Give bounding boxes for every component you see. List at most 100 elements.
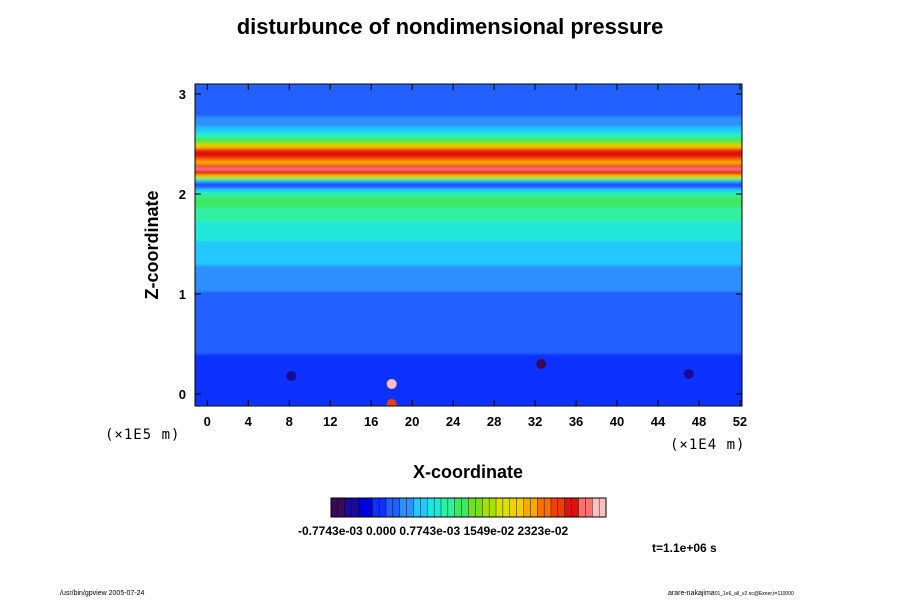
heatmap-band (195, 117, 742, 121)
heatmap-band (195, 136, 742, 139)
x-tick-label: 36 (569, 414, 583, 429)
heatmap-band (195, 319, 742, 322)
heatmap-band (195, 385, 742, 389)
heatmap-band (195, 158, 742, 161)
heatmap-band (195, 236, 742, 240)
heatmap-band (195, 329, 742, 332)
colorbar-swatch (495, 497, 504, 518)
heatmap-band (195, 345, 742, 348)
x-tick-label: 24 (446, 414, 461, 429)
heatmap-band (195, 107, 742, 111)
x-tick-label: 4 (245, 414, 253, 429)
heatmap-band (195, 397, 742, 401)
footer-author: arare-nakajima (668, 590, 715, 597)
heatmap-band (195, 276, 742, 280)
heatmap-band (195, 383, 742, 387)
heatmap-band (195, 206, 742, 210)
colorbar-swatch (372, 497, 380, 518)
heatmap-band (195, 232, 742, 236)
heatmap-band (195, 288, 742, 292)
heatmap-band (195, 347, 742, 350)
y-tick-label: 0 (179, 387, 186, 402)
heatmap-band (195, 244, 742, 248)
heatmap-band (195, 361, 742, 365)
y-axis-title: Z-coordinate (142, 190, 162, 299)
heatmap-band (195, 399, 742, 403)
heatmap-band (195, 134, 742, 137)
heatmap-band (195, 127, 742, 131)
heatmap-band (195, 264, 742, 268)
colorbar-swatch (454, 497, 463, 518)
heatmap-band (195, 218, 742, 222)
heatmap-band (195, 210, 742, 214)
plot-frame (194, 83, 743, 407)
colorbar-swatch (337, 497, 346, 518)
heatmap-band (195, 113, 742, 117)
heatmap-band (195, 293, 742, 296)
colorbar-swatch (330, 497, 339, 518)
colorbar-swatch (475, 497, 483, 518)
colorbar-swatch (406, 497, 414, 518)
colorbar-swatch (530, 497, 538, 518)
heatmap-band (195, 256, 742, 260)
heatmap-band (195, 331, 742, 334)
heatmap-band (195, 121, 742, 125)
x-tick-label: 48 (692, 414, 706, 429)
colorbar-swatch (447, 497, 456, 518)
heatmap-band (195, 270, 742, 274)
heatmap-band (195, 258, 742, 262)
colorbar-swatch (550, 497, 559, 518)
heatmap-band (195, 401, 742, 405)
heatmap-band (195, 387, 742, 391)
x-scale-note: (×1E4 m) (670, 437, 745, 453)
heatmap-band (195, 129, 742, 133)
x-tick-label: 8 (286, 414, 293, 429)
colorbar-swatch (482, 497, 490, 518)
heatmap-band (195, 200, 742, 204)
colorbar-swatch (427, 497, 435, 518)
heatmap-band (195, 184, 742, 187)
heatmap-band (195, 208, 742, 212)
heatmap-band (195, 325, 742, 328)
x-tick-label: 40 (610, 414, 624, 429)
colorbar-swatch (351, 497, 359, 518)
heatmap-band (195, 220, 742, 224)
heatmap-band (195, 391, 742, 395)
x-tick-label: 20 (405, 414, 419, 429)
heatmap-band (195, 186, 742, 189)
colorbar-swatch (543, 497, 552, 518)
heatmap-feature (536, 359, 547, 369)
heatmap-band (195, 395, 742, 399)
heatmap-band (195, 369, 742, 373)
heatmap-band (195, 172, 742, 175)
heatmap-band (195, 194, 742, 197)
heatmap-band (195, 204, 742, 208)
heatmap-band (195, 85, 742, 89)
heatmap-band (195, 242, 742, 246)
colorbar-swatch (413, 497, 421, 518)
heatmap-band (195, 238, 742, 242)
heatmap-band (195, 101, 742, 105)
heatmap-band (195, 295, 742, 298)
heatmap-band (195, 373, 742, 377)
colorbar-swatch (392, 497, 401, 518)
heatmap-band (195, 190, 742, 193)
colorbar (330, 497, 607, 518)
heatmap-band (195, 290, 742, 294)
heatmap-band (195, 148, 742, 151)
heatmap-band (195, 282, 742, 286)
heatmap-band (195, 97, 742, 101)
colorbar-swatch (571, 497, 579, 518)
colorbar-swatch (585, 497, 593, 518)
heatmap-band (195, 389, 742, 393)
heatmap-band (195, 91, 742, 95)
heatmap-feature (386, 399, 397, 406)
heatmap-band (195, 99, 742, 103)
heatmap-band (195, 222, 742, 226)
heatmap-band (195, 343, 742, 346)
heatmap-band (195, 337, 742, 340)
heatmap-band (195, 349, 742, 352)
heatmap-band (195, 150, 742, 153)
heatmap-band (195, 119, 742, 123)
y-axis: 0 1 2 3 (179, 87, 742, 402)
